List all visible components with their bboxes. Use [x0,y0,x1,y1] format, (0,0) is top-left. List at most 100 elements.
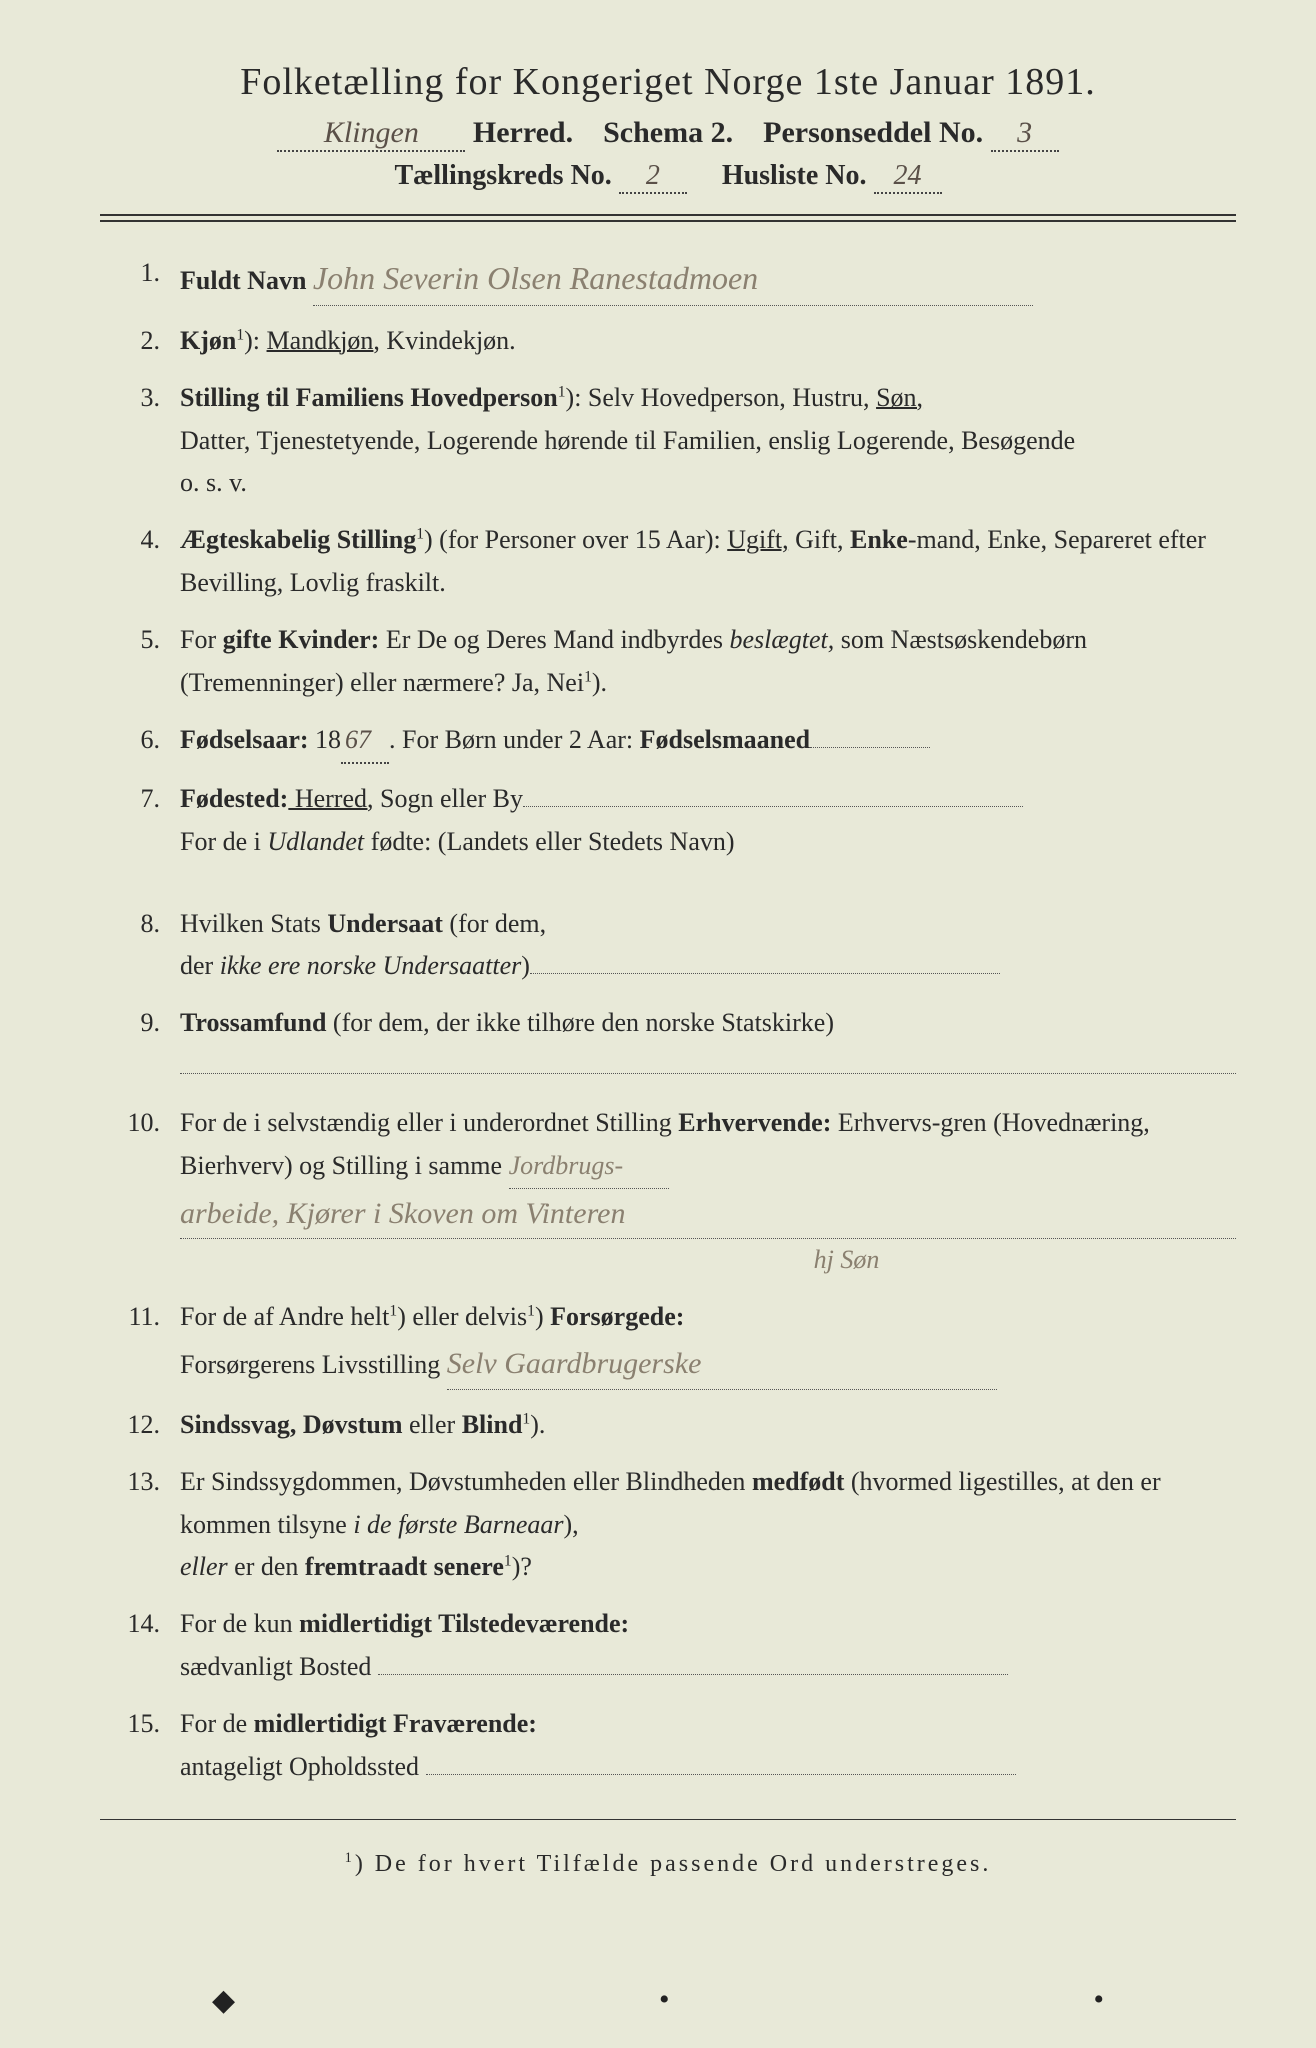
option-herred: Herred, [288,784,373,813]
item-number: 2. [100,320,180,363]
spacer [100,878,1236,903]
option-son: Søn, [876,383,923,412]
field-label: Fuldt Navn [180,266,306,295]
field-label: medfødt [752,1467,844,1496]
form-title: Folketælling for Kongeriget Norge 1ste J… [100,60,1236,104]
field-label: midlertidigt Tilstedeværende: [299,1609,629,1638]
item-content: Sindssvag, Døvstum eller Blind1). [180,1404,1236,1447]
text: For de [180,1709,254,1738]
text: ), [563,1510,578,1539]
text: For [180,625,223,654]
footnote-ref: 1 [527,1303,535,1320]
item-number: 4. [100,519,180,605]
footnote-ref: 1 [584,668,592,685]
field-label: Fødested: [180,784,288,813]
item-7-birthplace: 7. Fødested: Herred, Sogn eller By For d… [100,778,1236,864]
personseddel-label: Personseddel No. [763,116,983,149]
item-number: 7. [100,778,180,864]
field-label: Undersaat [327,909,443,938]
item-9-religion: 9. Trossamfund (for dem, der ikke tilhør… [100,1002,1236,1088]
item-12-disability: 12. Sindssvag, Døvstum eller Blind1). [100,1404,1236,1447]
item-content: For gifte Kvinder: Er De og Deres Mand i… [180,619,1236,705]
census-form-page: Folketælling for Kongeriget Norge 1ste J… [0,0,1316,2048]
text: der [180,951,220,980]
item-11-supported: 11. For de af Andre helt1) eller delvis1… [100,1296,1236,1389]
residence-blank [378,1674,1008,1675]
item-content: Stilling til Familiens Hovedperson1): Se… [180,377,1236,506]
occupation-value-3: hj Søn [814,1245,880,1274]
field-label: Ægteskabelig Stilling [180,525,416,554]
husliste-value: 24 [874,160,942,194]
kreds-value: 2 [619,160,687,194]
item-number: 3. [100,377,180,506]
field-label: gifte Kvinder: [223,625,380,654]
item-number: 12. [100,1404,180,1447]
item-1-name: 1. Fuldt Navn John Severin Olsen Ranesta… [100,252,1236,306]
text: Datter, Tjenestetyende, Logerende hørend… [180,426,1075,455]
item-content: Trossamfund (for dem, der ikke tilhøre d… [180,1002,1236,1088]
text: ) [521,951,530,980]
item-10-occupation: 10. For de i selvstændig eller i underor… [100,1102,1236,1282]
footnote-divider [100,1819,1236,1820]
item-content: Fødested: Herred, Sogn eller By For de i… [180,778,1236,864]
occupation-value-1: Jordbrugs- [509,1145,669,1189]
header-line-2: Klingen Herred. Schema 2. Personseddel N… [100,116,1236,152]
text: ) [535,1302,550,1331]
text: Sogn eller By [374,784,524,813]
item-8-citizenship: 8. Hvilken Stats Undersaat (for dem, der… [100,903,1236,989]
italic-text: Udlandet [267,827,364,856]
text: o. s. v. [180,468,247,497]
item-content: For de kun midlertidigt Tilstedeværende:… [180,1603,1236,1689]
text: ). [530,1410,545,1439]
field-label: Kjøn [180,326,236,355]
spot-icon: ◆ [212,1983,235,2018]
field-label-2: Fødselsmaaned [640,725,810,754]
item-content: Er Sindssygdommen, Døvstumheden eller Bl… [180,1461,1236,1590]
footnote-text: ) De for hvert Tilfælde passende Ord und… [355,1851,992,1877]
religion-blank [180,1073,1236,1074]
italic-text: i de første Barneaar [353,1510,563,1539]
text: For de af Andre helt [180,1302,389,1331]
italic-text: beslægtet, [730,625,835,654]
ink-spots: ◆ • • [0,1983,1316,2018]
item-number: 1. [100,252,180,306]
header-divider [100,214,1236,222]
year-value: 67 [341,719,389,764]
location-blank [426,1774,1016,1775]
item-content: For de midlertidigt Fraværende: antageli… [180,1703,1236,1789]
text: Forsørgerens Livsstilling [180,1350,440,1379]
field-label: Trossamfund [180,1008,326,1037]
footnote-ref: 1 [504,1553,512,1570]
text: eller [403,1410,462,1439]
text: Gift, [789,525,850,554]
item-14-temp-present: 14. For de kun midlertidigt Tilstedevære… [100,1603,1236,1689]
text: (for dem, [443,909,546,938]
text: fødte: (Landets eller Stedets Navn) [364,827,734,856]
field-label: Forsørgede: [550,1302,684,1331]
header-line-3: Tællingskreds No. 2 Husliste No. 24 [100,160,1236,194]
footnote-ref: 1 [416,526,424,543]
item-content: For de i selvstændig eller i underordnet… [180,1102,1236,1282]
kreds-label: Tællingskreds No. [394,160,611,191]
supporter-value: Selv Gaardbrugerske [447,1339,997,1390]
schema-label: Schema 2. [603,116,733,149]
item-4-marital: 4. Ægteskabelig Stilling1) (for Personer… [100,519,1236,605]
item-content: Ægteskabelig Stilling1) (for Personer ov… [180,519,1236,605]
text: Er Sindssygdommen, Døvstumheden eller Bl… [180,1467,752,1496]
text: . For Børn under 2 Aar: [389,725,640,754]
text: Er De og Deres Mand indbyrdes [379,625,729,654]
herred-value: Klingen [277,116,465,152]
item-6-birthyear: 6. Fødselsaar: 1867. For Børn under 2 Aa… [100,719,1236,764]
citizenship-blank [530,973,1000,974]
month-blank [810,747,930,748]
footnote: 1) De for hvert Tilfælde passende Ord un… [100,1850,1236,1878]
italic-text: ikke ere norske Undersaatter [220,951,522,980]
birthplace-blank [523,806,1023,807]
item-content: Kjøn1): Mandkjøn, Kvindekjøn. [180,320,1236,363]
field-label: Sindssvag, Døvstum [180,1410,403,1439]
occupation-value-2: arbeide, Kjører i Skoven om Vinteren [180,1189,1236,1240]
footnote-ref: 1 [236,326,244,343]
field-label: Stilling til Familiens Hovedperson [180,383,558,412]
item-content: For de af Andre helt1) eller delvis1) Fo… [180,1296,1236,1389]
item-number: 5. [100,619,180,705]
